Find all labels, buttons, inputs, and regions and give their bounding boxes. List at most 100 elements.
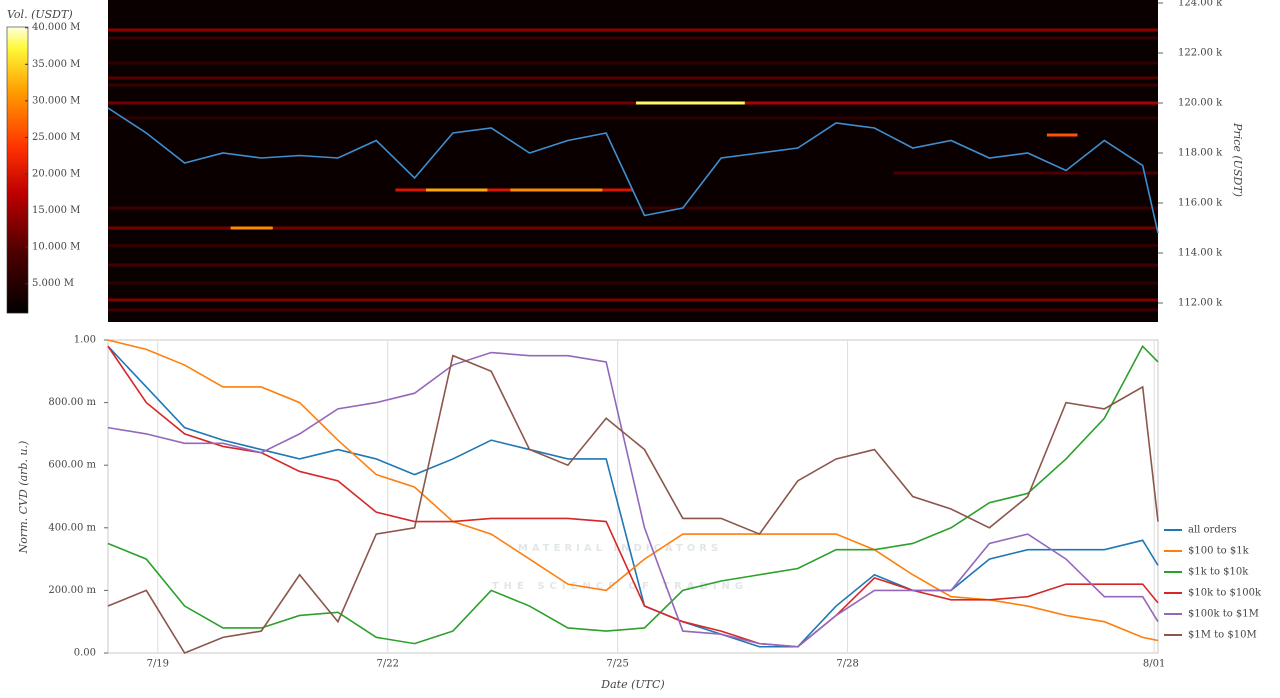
liquidity-band — [108, 76, 1158, 80]
colorbar-cell — [7, 215, 28, 218]
colorbar-cell — [7, 47, 28, 50]
colorbar-cell — [7, 185, 28, 188]
heatmap-chart: 112.00 k 114.00 k 116.00 k 118.00 k 120.00 k… — [6, 0, 1244, 322]
colorbar-cell — [7, 225, 28, 228]
colorbar-tick-label: 30.000 M — [32, 95, 80, 106]
colorbar-cell — [7, 29, 28, 32]
colorbar-cell — [7, 95, 28, 98]
liquidity-band — [108, 101, 637, 105]
colorbar-tick-label: 5.000 M — [32, 278, 74, 289]
colorbar-cell — [7, 197, 28, 200]
colorbar-cell — [7, 187, 28, 190]
colorbar-cell — [7, 199, 28, 202]
colorbar-cell — [7, 265, 28, 268]
legend-label: $100 to $1k — [1188, 546, 1250, 557]
colorbar-cell — [7, 105, 28, 108]
colorbar-cell — [7, 177, 28, 180]
liquidity-band — [108, 263, 1158, 267]
colorbar-cell — [7, 241, 28, 244]
colorbar-cell — [7, 157, 28, 160]
series-line — [107, 354, 1159, 654]
legend-label: all orders — [1188, 525, 1237, 536]
colorbar-cell — [7, 161, 28, 164]
colorbar-tick-label: 25.000 M — [32, 132, 80, 143]
y-tick-label: 600.00 m — [48, 460, 96, 471]
colorbar-cell — [7, 85, 28, 88]
colorbar-cell — [7, 101, 28, 104]
y-tick-label: 1.00 — [74, 335, 96, 346]
y-tick-label: 116.00 k — [1178, 198, 1223, 209]
colorbar-cell — [7, 111, 28, 114]
liquidity-band — [108, 244, 1158, 247]
colorbar-cell — [7, 269, 28, 272]
colorbar-cell — [7, 53, 28, 56]
colorbar-cell — [7, 159, 28, 162]
colorbar-cell — [7, 51, 28, 54]
liquidity-band — [893, 171, 1158, 175]
colorbar-cell — [7, 89, 28, 92]
colorbar-cell — [7, 83, 28, 86]
x-tick-label: 7/22 — [377, 659, 399, 670]
colorbar-cell — [7, 229, 28, 232]
colorbar-cell — [7, 279, 28, 282]
colorbar-cell — [7, 277, 28, 280]
colorbar-cell — [7, 195, 28, 198]
colorbar-tick-label: 10.000 M — [32, 242, 80, 253]
colorbar-cell — [7, 303, 28, 306]
liquidity-band — [108, 36, 1158, 40]
y-tick-label: 800.00 m — [48, 397, 96, 408]
colorbar-cell — [7, 163, 28, 166]
colorbar-cell — [7, 271, 28, 274]
colorbar-cell — [7, 41, 28, 44]
colorbar-cell — [7, 257, 28, 260]
colorbar-cell — [7, 167, 28, 170]
colorbar-cell — [7, 239, 28, 242]
cvd-chart: 7/19 7/22 7/25 7/28 8/01 0.00 200.00 m 400.00 m… — [17, 335, 1262, 692]
colorbar-cell — [7, 139, 28, 142]
colorbar-tick-label: 20.000 M — [32, 169, 80, 180]
colorbar-cell — [7, 193, 28, 196]
colorbar-cell — [7, 153, 28, 156]
colorbar-cell — [7, 143, 28, 146]
liquidity-band — [108, 83, 1158, 87]
colorbar-cell — [7, 33, 28, 36]
colorbar-cell — [7, 121, 28, 124]
liquidity-band — [426, 188, 488, 192]
colorbar-cell — [7, 131, 28, 134]
colorbar-cell — [7, 165, 28, 168]
colorbar-cell — [7, 35, 28, 38]
colorbar-cell — [7, 267, 28, 270]
colorbar-cell — [7, 63, 28, 66]
liquidity-band — [108, 308, 1158, 312]
colorbar-cell — [7, 189, 28, 192]
colorbar-cell — [7, 211, 28, 214]
heatmap-background — [108, 0, 1158, 322]
colorbar-frame — [6, 26, 29, 314]
colorbar-cell — [7, 77, 28, 80]
series-line — [107, 345, 1159, 648]
colorbar-cell — [7, 291, 28, 294]
colorbar-cell — [7, 119, 28, 122]
colorbar-cell — [7, 97, 28, 100]
colorbar-cell — [7, 237, 28, 240]
colorbar-title: Vol. (USDT) — [7, 8, 73, 21]
colorbar-cell — [7, 55, 28, 58]
colorbar-cell — [7, 275, 28, 278]
colorbar-cell — [7, 175, 28, 178]
colorbar-tick-label: 35.000 M — [32, 59, 80, 70]
liquidity-band — [1046, 133, 1078, 137]
colorbar-cell — [7, 223, 28, 226]
colorbar-cell — [7, 299, 28, 302]
colorbar-cell — [7, 209, 28, 212]
colorbar-cell — [7, 293, 28, 296]
colorbar-tick-label: 15.000 M — [32, 205, 80, 216]
colorbar-cell — [7, 203, 28, 206]
watermark: THE SCIENCE OF TRADING — [492, 581, 748, 592]
colorbar-cell — [7, 125, 28, 128]
colorbar-cell — [7, 283, 28, 286]
colorbar-cell — [7, 71, 28, 74]
colorbar-cell — [7, 207, 28, 210]
colorbar-cell — [7, 205, 28, 208]
colorbar-cell — [7, 91, 28, 94]
